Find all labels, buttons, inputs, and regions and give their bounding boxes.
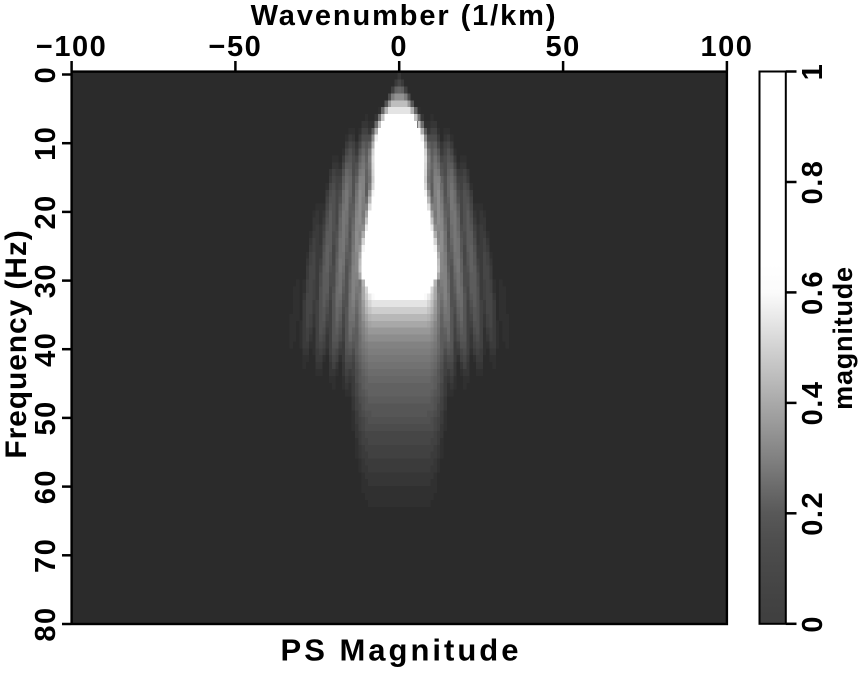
svg-text:0.4: 0.4: [797, 380, 829, 425]
svg-text:40: 40: [30, 332, 62, 367]
svg-text:50: 50: [545, 31, 580, 63]
svg-text:100: 100: [700, 31, 753, 63]
svg-text:20: 20: [30, 194, 62, 229]
svg-text:70: 70: [30, 538, 62, 573]
svg-text:0: 0: [390, 31, 408, 63]
svg-text:1: 1: [797, 63, 829, 81]
svg-text:−100: −100: [36, 31, 107, 63]
svg-text:0.2: 0.2: [797, 491, 829, 536]
svg-text:10: 10: [30, 126, 62, 161]
svg-text:magnitude: magnitude: [828, 266, 858, 410]
svg-text:Wavenumber (1/km): Wavenumber (1/km): [251, 0, 558, 32]
svg-text:Frequency (Hz): Frequency (Hz): [0, 229, 33, 458]
svg-text:−50: −50: [209, 31, 263, 63]
svg-text:0: 0: [30, 66, 62, 84]
svg-text:0: 0: [797, 615, 829, 633]
svg-text:50: 50: [30, 400, 62, 435]
svg-text:PS Magnitude: PS Magnitude: [281, 633, 522, 668]
svg-text:0.8: 0.8: [797, 160, 829, 205]
svg-text:60: 60: [30, 469, 62, 504]
svg-text:30: 30: [30, 263, 62, 298]
svg-text:0.6: 0.6: [797, 270, 829, 315]
svg-text:80: 80: [30, 606, 62, 641]
